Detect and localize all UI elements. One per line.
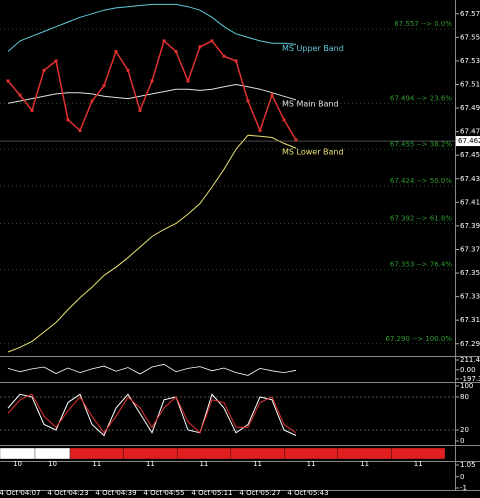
y-tick-label: 67.450	[460, 151, 480, 159]
y-tick-label: -197.34	[460, 375, 480, 383]
y-tick-label: 0	[460, 473, 464, 481]
y-tick-label: 67.470	[460, 128, 480, 136]
price-bar	[18, 93, 22, 97]
bar	[337, 447, 392, 460]
price-bar	[66, 118, 70, 122]
price-line	[7, 363, 297, 376]
y-tick-label: 67.510	[460, 80, 480, 88]
price-bar	[186, 79, 190, 83]
y-tick-label: 80	[460, 393, 469, 401]
bar	[391, 447, 446, 460]
fib-label: 67.392 --> 61.8%	[390, 215, 452, 223]
x-tick-label: 4 Oct 05:43	[287, 489, 328, 497]
price-bar	[270, 93, 274, 97]
price-line	[7, 39, 297, 141]
bar	[230, 447, 285, 460]
last-price-box	[456, 136, 480, 147]
fib-label: 67.557 --> 0.0%	[394, 20, 452, 28]
y-tick-label: 0.00	[460, 366, 476, 374]
bar-label: 11	[92, 460, 101, 468]
bar-label: 11	[414, 460, 423, 468]
series-label: MS Lower Band	[282, 148, 344, 157]
bar	[176, 447, 231, 460]
price-bar	[54, 59, 58, 63]
y-tick-label: 67.430	[460, 175, 480, 183]
price-bar	[102, 84, 106, 88]
bar-label: 11	[360, 460, 369, 468]
price-bar	[126, 68, 130, 72]
series-line	[7, 3, 297, 52]
y-tick-label: 211.49	[460, 356, 480, 364]
bar-label: 11	[307, 460, 316, 468]
y-tick-label: 20	[460, 426, 469, 434]
bar-label: 10	[13, 460, 22, 468]
x-tick-label: 4 Oct 05:11	[191, 489, 232, 497]
price-bar	[30, 108, 34, 112]
fib-label: 67.494 --> 23.6%	[390, 94, 452, 102]
series-line	[7, 393, 297, 437]
y-tick-label: 67.350	[460, 269, 480, 277]
price-bar	[294, 138, 298, 142]
price-bar	[42, 68, 46, 72]
series-line	[7, 134, 297, 353]
bar	[284, 447, 339, 460]
price-bar	[282, 118, 286, 122]
series-label: MS Main Band	[282, 99, 339, 108]
price-bar	[78, 128, 82, 132]
y-tick-label: 67.410	[460, 198, 480, 206]
last-price-label: 67.462	[458, 137, 480, 145]
price-bar	[246, 99, 250, 103]
price-bar	[162, 39, 166, 43]
x-tick-label: 4 Oct 04:07	[0, 489, 41, 497]
bar	[123, 447, 178, 460]
y-tick-label: 67.490	[460, 104, 480, 112]
bar-label: 11	[199, 460, 208, 468]
y-tick-label: -1	[460, 484, 467, 492]
price-bar	[174, 49, 178, 53]
series-label: MS Upper Band	[282, 44, 344, 53]
price-bar	[258, 128, 262, 132]
bar	[69, 447, 124, 460]
y-tick-label: 67.390	[460, 222, 480, 230]
price-bar	[210, 39, 214, 43]
y-tick-label: 67.310	[460, 316, 480, 324]
x-tick-label: 4 Oct 04:23	[47, 489, 88, 497]
price-bar	[90, 99, 94, 103]
y-tick-label: 67.570	[460, 10, 480, 18]
x-tick-label: 4 Oct 04:39	[95, 489, 136, 497]
y-tick-label: 67.370	[460, 245, 480, 253]
fib-label: 67.424 --> 50.0%	[390, 177, 452, 185]
price-bar	[234, 59, 238, 63]
y-tick-label: 67.330	[460, 293, 480, 301]
x-tick-label: 4 Oct 05:27	[239, 489, 280, 497]
series-line	[7, 393, 297, 434]
y-tick-label: 1.05	[460, 461, 476, 469]
x-tick-label: 4 Oct 04:55	[143, 489, 184, 497]
y-tick-label: 67.530	[460, 57, 480, 65]
y-tick-label: 100	[460, 382, 473, 390]
bar-label: 11	[253, 460, 262, 468]
fib-label: 67.290 --> 100.0%	[385, 335, 452, 343]
price-bar	[138, 108, 142, 112]
y-tick-label: 67.290	[460, 340, 480, 348]
bar-label: 11	[146, 460, 155, 468]
bar	[0, 447, 36, 460]
price-bar	[150, 79, 154, 83]
price-bar	[222, 54, 226, 58]
bar-label: 10	[48, 460, 57, 468]
y-tick-label: 0	[460, 437, 464, 445]
fib-label: 67.455 --> 38.2%	[390, 140, 452, 148]
price-bar	[198, 45, 202, 49]
fib-label: 67.353 --> 76.4%	[390, 261, 452, 269]
series-line	[7, 83, 297, 104]
price-bar	[114, 49, 118, 53]
y-tick-label: 67.550	[460, 33, 480, 41]
price-bar	[6, 79, 10, 83]
bar	[34, 447, 71, 460]
